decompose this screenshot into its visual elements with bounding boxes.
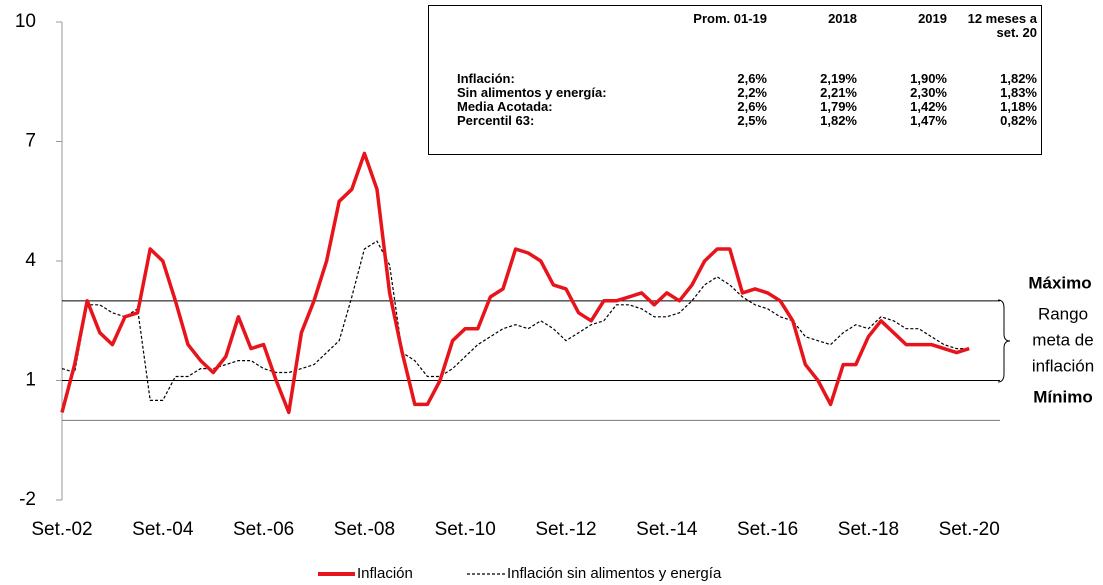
row-label: Sin alimentos y energía: <box>457 85 607 100</box>
table-cell: 1,82% <box>1000 71 1037 86</box>
legend-label: Inflación sin alimentos y energía <box>507 565 722 582</box>
table-cell: 0,82% <box>1000 113 1037 128</box>
y-tick-label: -2 <box>19 489 36 510</box>
brace <box>997 299 1011 383</box>
x-tick-label: Set.-04 <box>132 519 194 540</box>
summary-table: Prom. 01-19 2018 2019 12 meses a set. 20 Inf… <box>428 5 1042 155</box>
table-row: Sin alimentos y energía: 2,2% 2,21% 2,30% 1,… <box>457 86 1037 100</box>
row-label: Media Acotada: <box>457 99 553 114</box>
table-row: Media Acotada: 2,6% 1,79% 1,42% 1,18% <box>457 100 1037 114</box>
table-cell: 2,2% <box>737 85 767 100</box>
annotation-min: Mínimo <box>1033 387 1093 406</box>
table-cell: 1,90% <box>910 71 947 86</box>
x-tick-label: Set.-16 <box>737 519 798 540</box>
table-cell: 2,21% <box>820 85 857 100</box>
column-header: Prom. 01-19 <box>693 11 767 26</box>
table: Prom. 01-19 2018 2019 12 meses a set. 20 Inf… <box>457 12 1037 128</box>
table-cell: 1,47% <box>910 113 947 128</box>
x-tick-label: Set.-02 <box>31 519 92 540</box>
table-cell: 1,42% <box>910 99 947 114</box>
data-line <box>61 240 970 401</box>
x-tick-label: Set.-12 <box>535 519 596 540</box>
x-tick-label: Set.-20 <box>939 519 1000 540</box>
x-tick-label: Set.-18 <box>838 519 899 540</box>
table-row: Inflación: 2,6% 2,19% 1,90% 1,82% <box>457 72 1037 86</box>
annotation-range: Rango <box>1038 304 1088 323</box>
table-cell: 2,19% <box>820 71 857 86</box>
table-cell: 1,18% <box>1000 99 1037 114</box>
table-cell: 1,83% <box>1000 85 1037 100</box>
annotation-range: inflación <box>1032 356 1094 375</box>
y-tick-label: 4 <box>25 250 36 271</box>
table-row: Percentil 63: 2,5% 1,82% 1,47% 0,82% <box>457 114 1037 128</box>
data-line <box>60 151 970 415</box>
table-cell: 2,6% <box>737 71 767 86</box>
column-header: 2018 <box>828 11 857 26</box>
row-label: Percentil 63: <box>457 113 535 128</box>
x-tick-label: Set.-08 <box>334 519 395 540</box>
y-tick-label: 7 <box>25 131 36 152</box>
table-cell: 1,82% <box>820 113 857 128</box>
column-header: 2019 <box>918 11 947 26</box>
annotation-range: meta de <box>1032 330 1093 349</box>
table-cell: 2,30% <box>910 85 947 100</box>
column-header: 12 meses a set. 20 <box>967 11 1037 40</box>
legend-label: Inflación <box>357 565 413 582</box>
annotation-max: Máximo <box>1028 273 1091 292</box>
y-tick-label: 1 <box>25 370 36 391</box>
table-header: Prom. 01-19 2018 2019 12 meses a set. 20 <box>457 12 1037 72</box>
table-cell: 2,6% <box>737 99 767 114</box>
x-tick-label: Set.-10 <box>435 519 496 540</box>
y-tick-label: 10 <box>15 11 36 32</box>
row-label: Inflación: <box>457 71 515 86</box>
x-tick-label: Set.-06 <box>233 519 294 540</box>
table-cell: 1,79% <box>820 99 857 114</box>
table-cell: 2,5% <box>737 113 767 128</box>
x-tick-label: Set.-14 <box>636 519 698 540</box>
